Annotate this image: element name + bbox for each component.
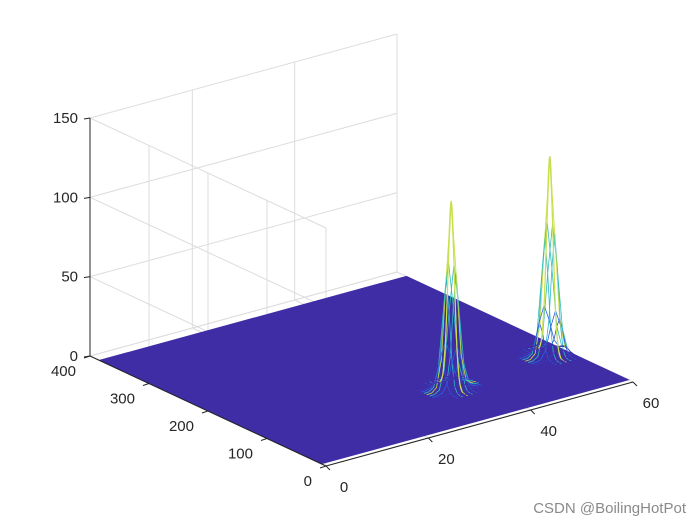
mesh-line [440, 387, 491, 402]
z-tick-label: 50 [61, 269, 78, 286]
x-axis-line [325, 381, 634, 467]
mesh-line [510, 343, 552, 356]
mesh-line [412, 374, 462, 389]
surface-peak [409, 200, 493, 404]
axis-layer [83, 117, 638, 471]
grid-line [89, 192, 398, 278]
mesh-crest [439, 200, 464, 394]
x-tick [632, 381, 638, 387]
z-tick [83, 196, 91, 199]
z-tick [83, 355, 91, 358]
mesh-line [536, 355, 577, 367]
x-tick-label: 40 [540, 423, 557, 440]
x-tick-label: 20 [438, 451, 455, 468]
mesh-line [533, 348, 574, 366]
y-tick [201, 410, 209, 414]
mesh-crest [537, 156, 562, 360]
mesh-line [409, 373, 459, 388]
y-tick-label: 300 [110, 391, 135, 408]
watermark: CSDN @BoilingHotPot [533, 500, 686, 517]
y-tick-label: 400 [51, 363, 76, 380]
mesh-line [443, 388, 493, 404]
z-tick-label: 150 [53, 110, 78, 127]
surface-layer [97, 156, 630, 465]
x-tick-label: 60 [643, 395, 660, 412]
mesh-line [513, 344, 554, 357]
grid-line [89, 112, 398, 198]
x-tick-label: 0 [340, 479, 348, 496]
z-tick-label: 0 [70, 348, 78, 365]
mesh-line [519, 303, 560, 360]
mesh-line [539, 356, 580, 369]
x-tick [530, 409, 536, 415]
surface-peak [508, 156, 583, 370]
grid-line [89, 271, 398, 357]
grid-line [89, 33, 398, 119]
y-tick-label: 200 [169, 418, 194, 435]
mesh-line [525, 156, 566, 362]
mesh-line [542, 357, 583, 370]
y-tick [260, 438, 268, 441]
y-tick [142, 383, 150, 386]
z-tick-label: 100 [53, 189, 78, 206]
mesh-line [508, 342, 549, 354]
y-tick-label: 100 [228, 446, 253, 463]
mesh-line [516, 340, 557, 358]
mesh-line [522, 220, 563, 361]
z-tick [83, 276, 91, 279]
x-tick [325, 465, 331, 471]
y-tick [319, 465, 327, 469]
z-tick [83, 117, 91, 120]
x-tick [427, 437, 433, 443]
y-tick-label: 0 [304, 473, 312, 490]
